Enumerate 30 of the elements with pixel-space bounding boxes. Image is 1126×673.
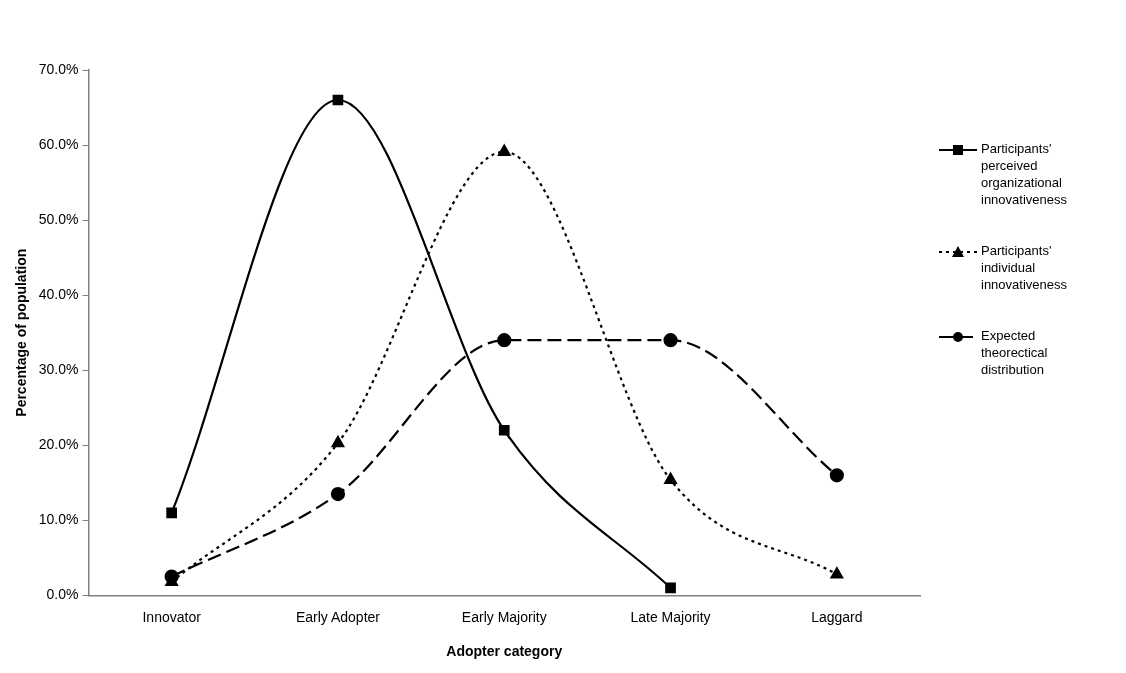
point xyxy=(497,333,512,348)
y-tick-label: 30.0% xyxy=(38,361,79,378)
y-tick-label: 70.0% xyxy=(38,60,79,77)
y-tick-label: 20.0% xyxy=(38,436,79,453)
point xyxy=(663,333,678,348)
x-tick-label: Early Adopter xyxy=(295,608,381,625)
x-tick-label: Late Majority xyxy=(630,608,711,625)
y-tick-label: 10.0% xyxy=(38,511,79,528)
x-tick-label: Innovator xyxy=(142,608,202,625)
point xyxy=(664,472,677,484)
point xyxy=(332,94,344,106)
x-axis-title: Adopter category xyxy=(446,643,563,660)
y-tick-label: 50.0% xyxy=(38,210,79,227)
y-axis-title: Percentage of population xyxy=(13,248,30,417)
point xyxy=(498,424,510,436)
y-tick-label: 60.0% xyxy=(38,135,79,152)
legend-label: Participants' perceived organizational innovativeness xyxy=(981,140,1068,208)
point xyxy=(829,468,844,483)
x-tick-label: Laggard xyxy=(811,608,863,625)
y-tick-label: 40.0% xyxy=(38,286,79,303)
point xyxy=(331,435,345,448)
point xyxy=(665,582,676,594)
legend-label: Participants' individual innovativeness xyxy=(981,242,1068,293)
legend-label: Expected theorectical distribution xyxy=(981,327,1049,378)
x-tick-label: Early Majority xyxy=(461,608,547,625)
y-tick-label: 0.0% xyxy=(46,586,79,603)
point xyxy=(330,486,346,502)
point xyxy=(497,144,511,156)
point xyxy=(166,507,177,519)
point xyxy=(830,567,844,579)
